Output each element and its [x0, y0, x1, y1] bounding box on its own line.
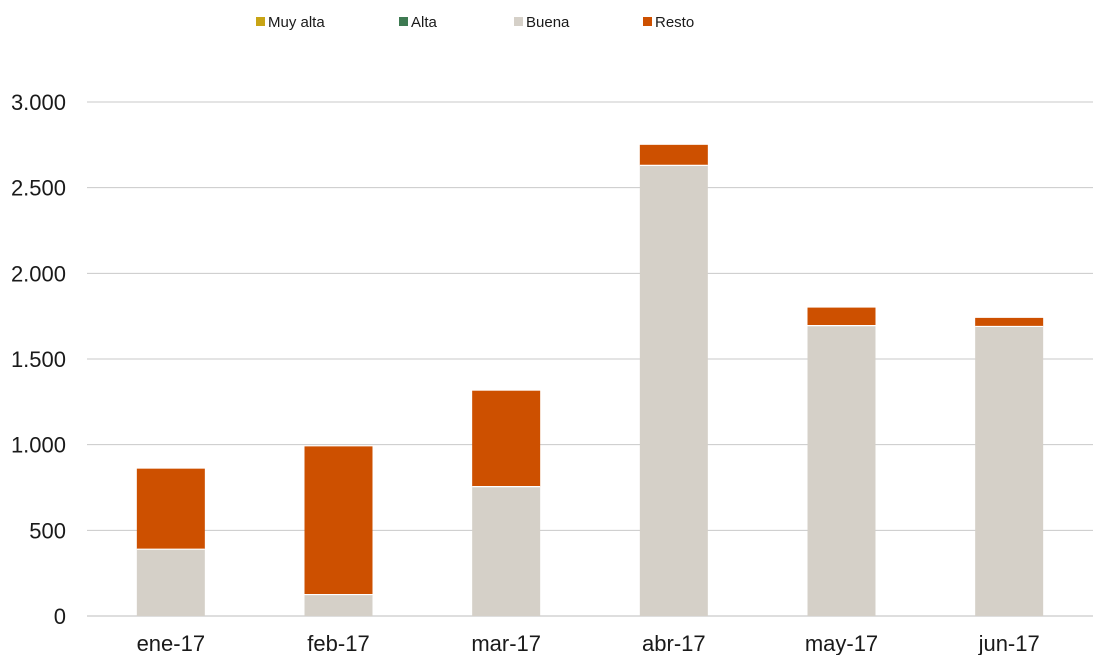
- bar-buena-may-17: [807, 325, 876, 616]
- bar-buena-jun-17: [975, 326, 1044, 616]
- legend-swatch: [643, 17, 652, 26]
- x-tick-label: jun-17: [978, 631, 1040, 655]
- legend-label: Muy alta: [268, 14, 325, 31]
- bar-buena-feb-17: [304, 594, 373, 616]
- x-tick-label: feb-17: [307, 631, 369, 655]
- bar-resto-mar-17: [472, 390, 541, 487]
- bars: [136, 144, 1044, 617]
- legend-label: Resto: [655, 14, 694, 31]
- bar-resto-ene-17: [136, 468, 205, 550]
- legend-swatch: [399, 17, 408, 26]
- legend-label: Buena: [526, 14, 570, 31]
- bar-buena-ene-17: [136, 549, 205, 616]
- y-axis-ticks: 0 500 1.000 1.500 2.000 2.500 3.000: [11, 90, 66, 629]
- y-tick-label: 1.500: [11, 347, 66, 372]
- bar-buena-abr-17: [639, 165, 708, 617]
- bar-resto-may-17: [807, 307, 876, 326]
- x-tick-label: abr-17: [642, 631, 706, 655]
- x-tick-label: ene-17: [137, 631, 206, 655]
- legend-swatch: [256, 17, 265, 26]
- legend-swatch: [514, 17, 523, 26]
- x-tick-label: may-17: [805, 631, 878, 655]
- gridlines: [87, 101, 1093, 617]
- y-tick-label: 0: [54, 604, 66, 629]
- y-tick-label: 1.000: [11, 433, 66, 458]
- bar-resto-abr-17: [639, 144, 708, 166]
- y-tick-label: 2.000: [11, 261, 66, 286]
- legend: Muy alta Alta Buena Resto: [256, 14, 694, 31]
- bar-resto-jun-17: [975, 317, 1044, 327]
- legend-label: Alta: [411, 14, 438, 31]
- y-tick-label: 2.500: [11, 176, 66, 201]
- bar-buena-mar-17: [472, 486, 541, 616]
- x-tick-label: mar-17: [471, 631, 541, 655]
- y-tick-label: 500: [29, 518, 66, 543]
- bar-resto-feb-17: [304, 446, 373, 595]
- x-axis-ticks: ene-17 feb-17 mar-17 abr-17 may-17 jun-17: [137, 631, 1040, 655]
- y-tick-label: 3.000: [11, 90, 66, 115]
